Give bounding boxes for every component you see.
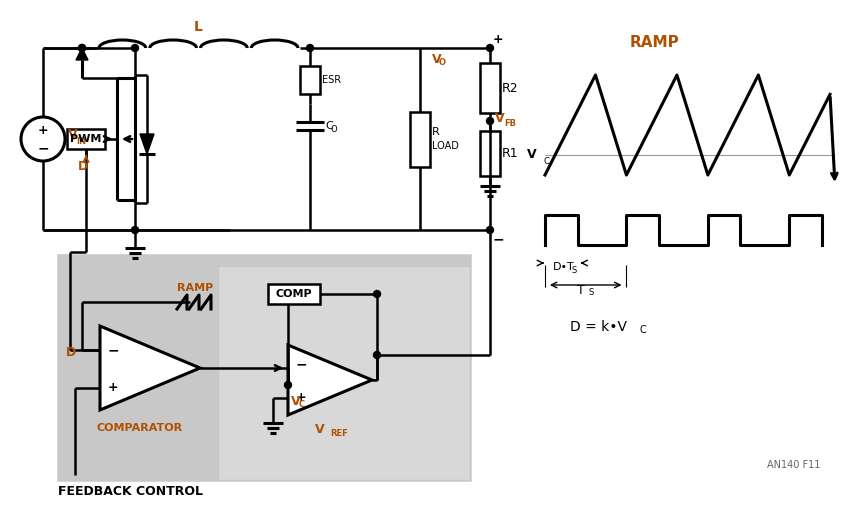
Bar	[300, 66, 320, 94]
Text: −: −	[108, 343, 119, 357]
Text: V: V	[527, 148, 537, 161]
Text: ESR: ESR	[321, 75, 341, 85]
Text: +: +	[296, 392, 306, 404]
Text: O: O	[331, 125, 337, 135]
Polygon shape	[140, 134, 154, 154]
Text: V: V	[315, 423, 325, 436]
Text: PWM: PWM	[70, 134, 101, 144]
Circle shape	[131, 45, 138, 52]
Bar	[58, 255, 469, 480]
Bar	[67, 129, 105, 149]
Text: R: R	[431, 127, 440, 137]
Text: D: D	[78, 160, 88, 173]
Text: D•T: D•T	[552, 262, 574, 272]
Circle shape	[373, 352, 380, 358]
Bar	[220, 268, 468, 478]
Text: IN: IN	[76, 137, 86, 145]
Circle shape	[285, 381, 291, 389]
Text: +: +	[108, 381, 118, 395]
Circle shape	[78, 45, 85, 52]
Text: C: C	[325, 121, 332, 131]
Text: V: V	[68, 129, 78, 141]
Circle shape	[373, 290, 380, 297]
Text: LOAD: LOAD	[431, 141, 458, 151]
Text: L: L	[194, 20, 203, 34]
Text: +: +	[492, 33, 503, 46]
Text: S: S	[572, 266, 577, 275]
Text: FB: FB	[504, 119, 515, 129]
Text: V: V	[431, 53, 441, 66]
Text: +: +	[37, 124, 49, 138]
Text: COMP: COMP	[275, 289, 312, 299]
Text: S: S	[588, 288, 593, 297]
Circle shape	[306, 45, 314, 52]
Text: D: D	[66, 347, 76, 359]
Circle shape	[486, 117, 493, 124]
Text: RAMP: RAMP	[176, 283, 213, 293]
Bar	[480, 131, 499, 176]
Text: V: V	[494, 113, 504, 125]
Polygon shape	[288, 345, 371, 415]
Text: V: V	[291, 395, 300, 408]
Text: REF: REF	[330, 429, 348, 438]
Text: −: −	[296, 357, 308, 371]
Circle shape	[78, 45, 85, 52]
Text: C: C	[544, 157, 550, 165]
Bar	[480, 63, 499, 113]
Text: D = k•V: D = k•V	[569, 320, 626, 334]
Bar	[410, 112, 429, 166]
Text: −: −	[37, 141, 49, 155]
Text: FEEDBACK CONTROL: FEEDBACK CONTROL	[58, 485, 203, 498]
Bar	[268, 284, 320, 304]
Circle shape	[486, 226, 493, 233]
Text: T: T	[576, 284, 584, 297]
Text: O: O	[439, 58, 446, 67]
Circle shape	[486, 45, 493, 52]
Text: −: −	[492, 232, 504, 246]
Text: R2: R2	[502, 81, 518, 95]
Text: COMPARATOR: COMPARATOR	[97, 423, 183, 433]
Polygon shape	[100, 326, 199, 410]
Text: C: C	[639, 325, 646, 335]
Text: R1: R1	[502, 147, 518, 160]
Text: C: C	[299, 400, 305, 409]
Circle shape	[131, 226, 138, 233]
Polygon shape	[76, 48, 88, 60]
Text: RAMP: RAMP	[630, 35, 679, 50]
Circle shape	[21, 117, 65, 161]
Text: AN140 F11: AN140 F11	[766, 460, 819, 470]
